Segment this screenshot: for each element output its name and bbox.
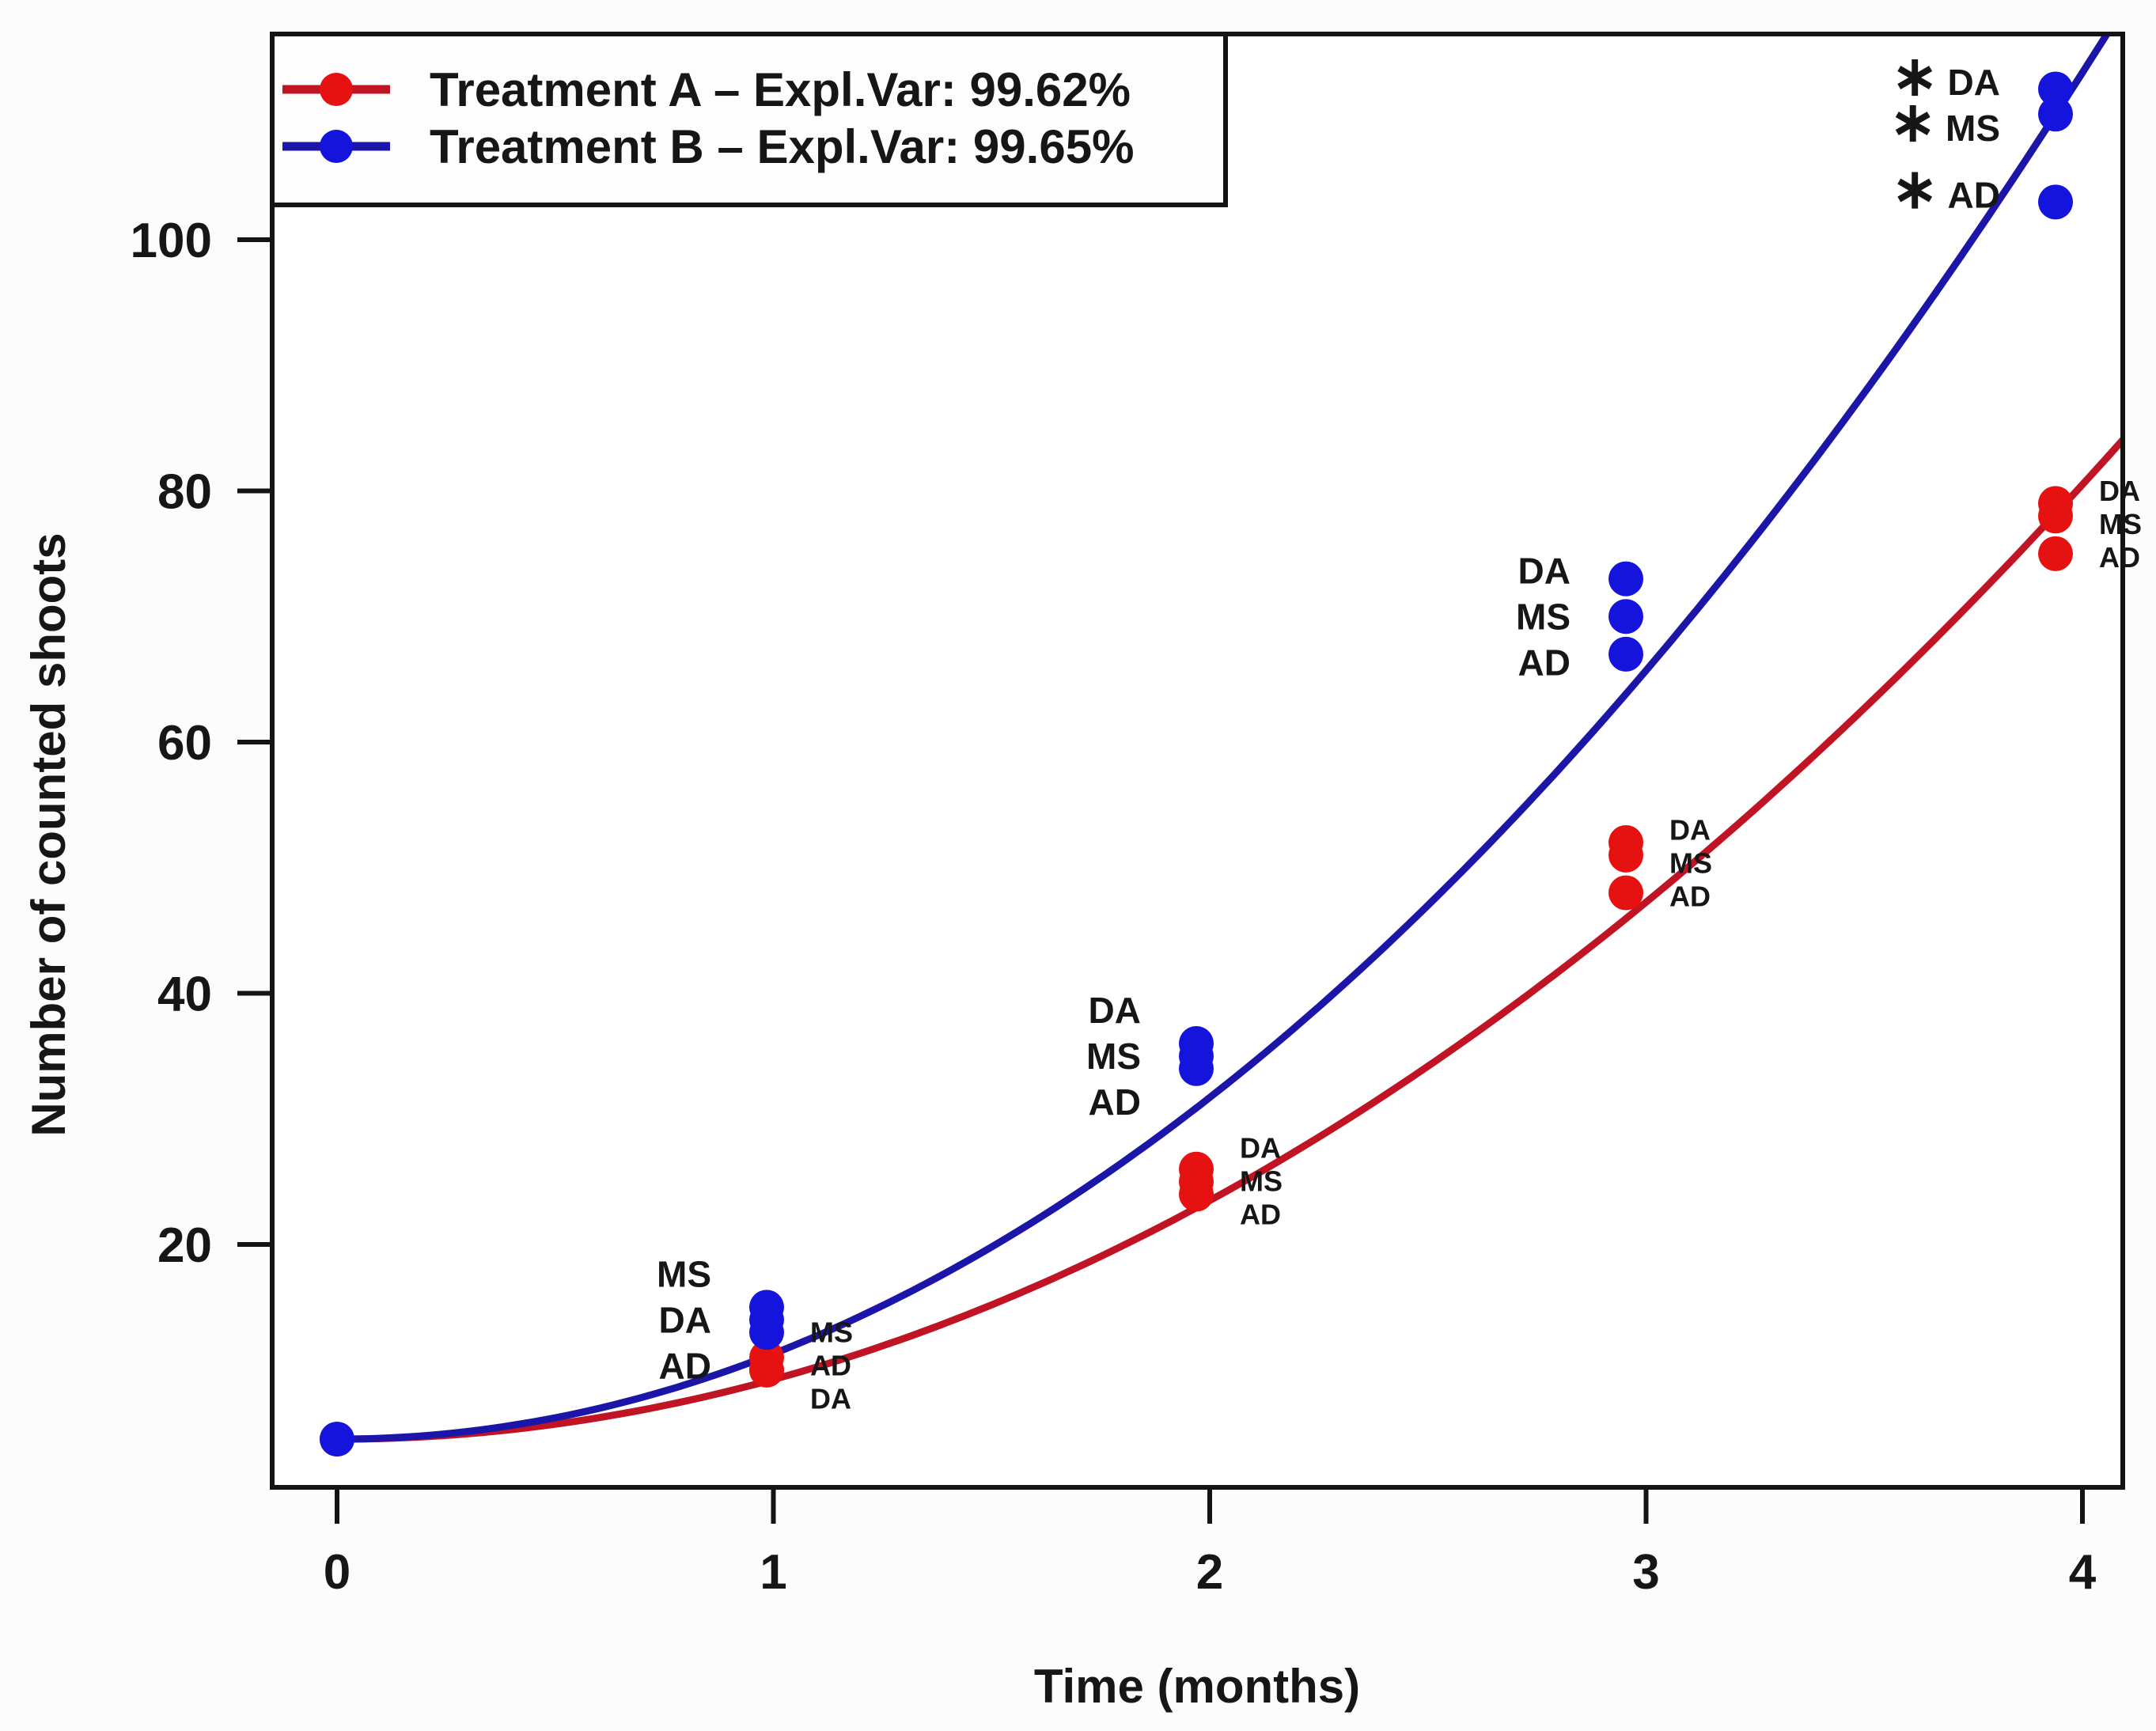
point-label-ms: MS <box>657 1253 711 1294</box>
point-label-da: ∗ DA <box>1892 45 2000 107</box>
legend-point-sample-b <box>320 130 353 163</box>
y-tick-label: 80 <box>157 465 212 520</box>
data-point <box>2038 97 2073 132</box>
data-point <box>749 1352 784 1388</box>
point-label-ms: ∗ MS <box>1889 91 2000 153</box>
data-point <box>2038 184 2073 220</box>
legend-point-sample-a <box>320 73 353 106</box>
legend-entry-treatment-a: Treatment A – Expl.Var: 99.62% <box>282 63 1131 116</box>
fit-curve-treatment-b <box>333 34 2112 1443</box>
data-points <box>320 71 2073 1457</box>
x-tick-label: 2 <box>1196 1545 1223 1600</box>
point-label-ad: AD <box>1669 880 1711 912</box>
y-axis-title: Number of counted shoots <box>22 532 75 1136</box>
point-label-da: DA <box>1089 990 1141 1031</box>
point-label-ad: AD <box>2099 541 2140 574</box>
point-label-ad: AD <box>659 1345 711 1386</box>
point-label-da: DA <box>2099 475 2140 507</box>
data-point <box>2038 71 2073 107</box>
data-point <box>749 1315 784 1350</box>
point-label-ad: AD <box>1518 642 1571 683</box>
point-label-ms: MS <box>1516 596 1571 637</box>
data-point <box>1179 1051 1214 1086</box>
point-label-ms: MS <box>1669 847 1712 879</box>
y-tick-label: 40 <box>157 968 212 1022</box>
point-label-ms: MS <box>810 1316 853 1348</box>
legend-label-treatment-a: Treatment A – Expl.Var: 99.62% <box>430 63 1131 116</box>
point-label-ms: MS <box>1240 1165 1283 1198</box>
legend-entry-treatment-b: Treatment B – Expl.Var: 99.65% <box>282 120 1134 173</box>
point-label-ms: MS <box>1086 1036 1141 1077</box>
legend-label-treatment-b: Treatment B – Expl.Var: 99.65% <box>430 120 1134 173</box>
point-label-ad: ∗ AD <box>1892 158 2000 220</box>
data-point <box>1608 875 1643 911</box>
legend-box <box>270 32 1228 207</box>
data-point <box>2038 536 2073 571</box>
point-label-da: DA <box>1669 813 1711 846</box>
point-label-da: DA <box>1240 1132 1281 1165</box>
data-point <box>1608 561 1643 597</box>
fit-curve-treatment-a <box>333 434 2123 1443</box>
x-tick-label: 1 <box>760 1545 786 1600</box>
x-tick-label: 3 <box>1632 1545 1659 1600</box>
point-label-da: DA <box>810 1382 851 1415</box>
data-point <box>2038 498 2073 534</box>
legend: Treatment A – Expl.Var: 99.62% Treatment… <box>270 32 1228 207</box>
x-tick-label: 0 <box>324 1545 350 1600</box>
y-tick-label: 100 <box>131 214 212 268</box>
point-label-ad: AD <box>1240 1199 1281 1231</box>
x-axis-ticks: 0 1 2 3 4 <box>324 1487 2097 1600</box>
point-labels: MSADDADAMSADDAMSADDAMSADMSDAADDAMSADDAMS… <box>657 45 2142 1415</box>
y-tick-label: 60 <box>157 716 212 771</box>
data-point <box>1179 1176 1214 1212</box>
data-point <box>1608 599 1643 634</box>
y-tick-label: 20 <box>157 1218 212 1273</box>
plot-panel <box>272 34 2123 1487</box>
x-axis-title: Time (months) <box>1034 1660 1360 1713</box>
fit-curves <box>333 34 2123 1443</box>
y-axis-ticks: 20 40 60 80 100 <box>131 214 272 1273</box>
point-label-ad: AD <box>1089 1081 1141 1123</box>
data-point <box>320 1422 354 1457</box>
point-label-da: DA <box>1518 550 1571 591</box>
point-label-ad: AD <box>810 1349 851 1381</box>
point-label-da: DA <box>659 1299 711 1340</box>
data-point <box>1608 636 1643 672</box>
data-point <box>1608 837 1643 873</box>
x-tick-label: 4 <box>2069 1545 2097 1600</box>
